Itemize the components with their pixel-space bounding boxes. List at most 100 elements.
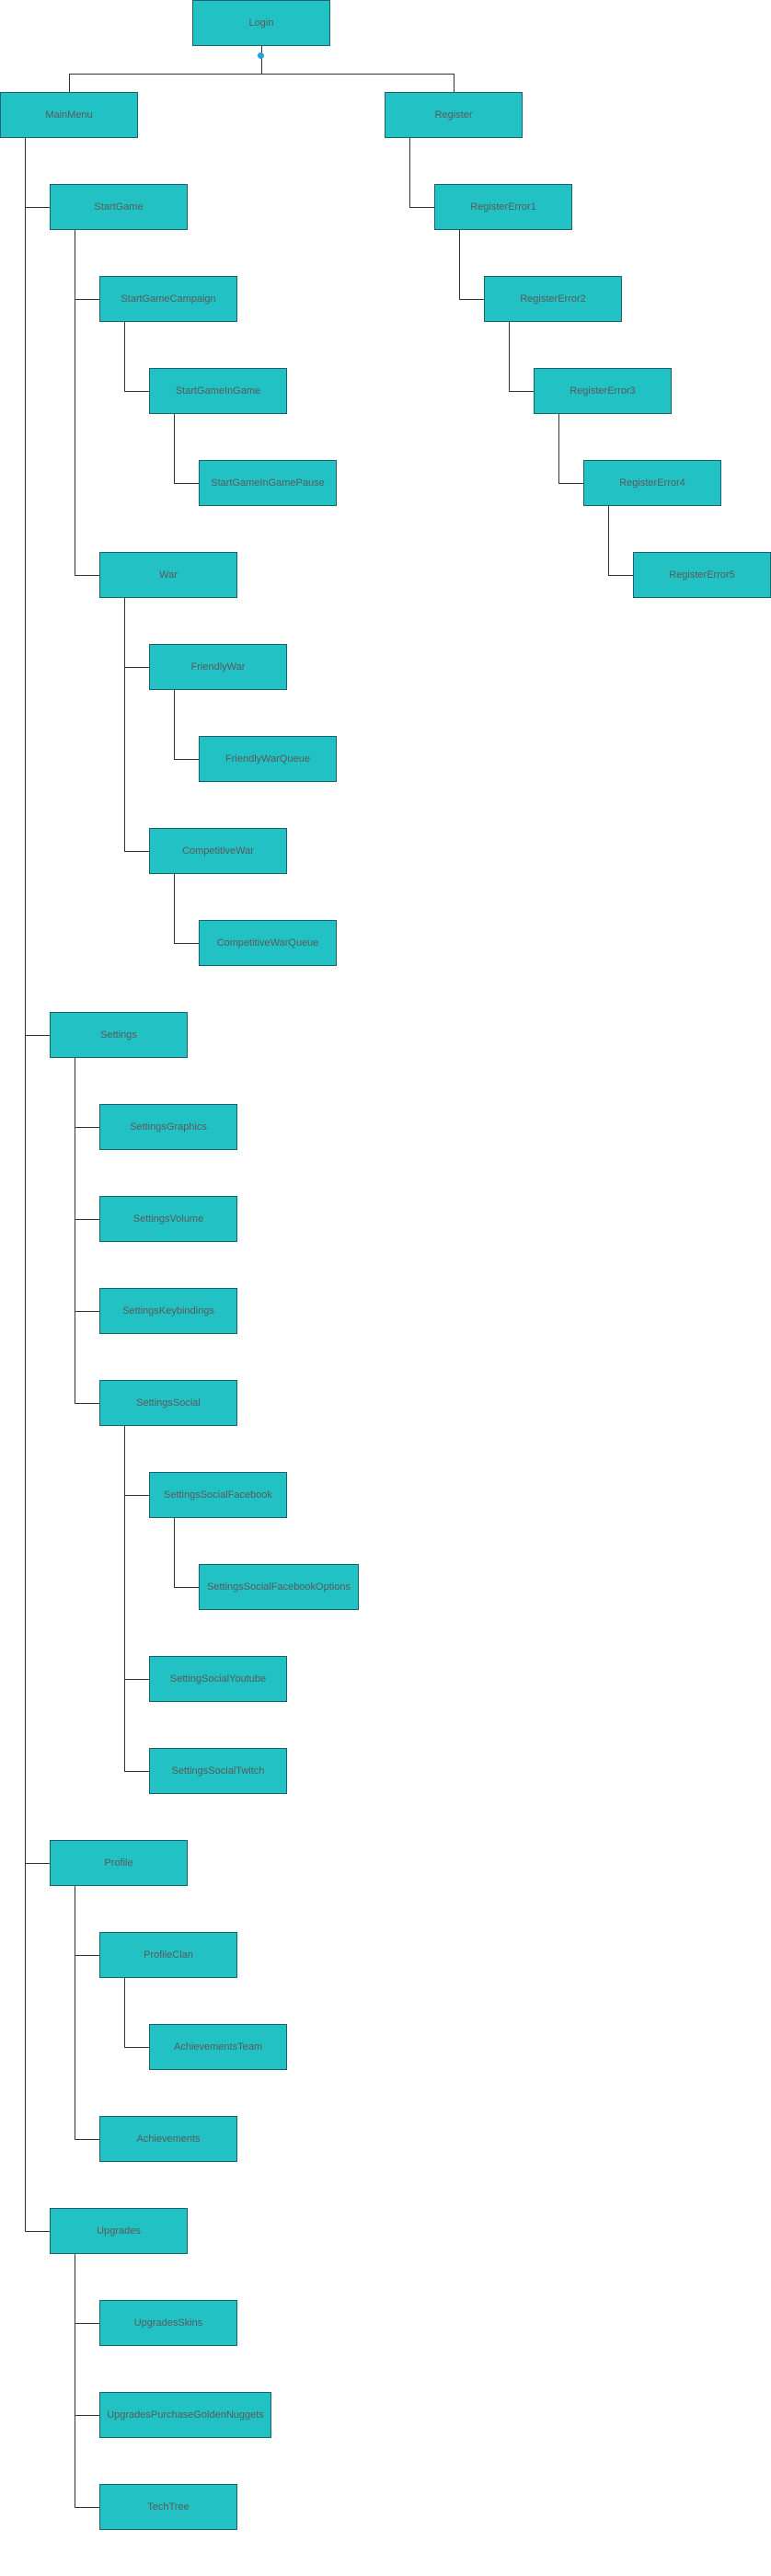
node-label: TechTree bbox=[147, 2501, 190, 2513]
node-startgame[interactable]: StartGame bbox=[50, 184, 188, 230]
connector-friendlywar-friendlywarqueue bbox=[174, 690, 199, 760]
node-friendlywarqueue[interactable]: FriendlyWarQueue bbox=[199, 736, 337, 782]
connector-mainmenu-profile bbox=[25, 138, 50, 1864]
node-label: RegisterError5 bbox=[669, 569, 735, 581]
node-label: Settings bbox=[100, 1029, 137, 1041]
connector-login-mainmenu bbox=[69, 46, 262, 92]
node-label: CompetitiveWarQueue bbox=[216, 937, 319, 949]
connector-registererror4-registererror5 bbox=[608, 506, 633, 576]
connector-registererror2-registererror3 bbox=[509, 322, 534, 392]
node-label: SettingsSocialTwitch bbox=[171, 1765, 265, 1777]
node-settingskeybindings[interactable]: SettingsKeybindings bbox=[99, 1288, 237, 1334]
node-settingssocial[interactable]: SettingsSocial bbox=[99, 1380, 237, 1426]
connector-startgame-startgamecampaign bbox=[75, 230, 99, 300]
node-competitivewar[interactable]: CompetitiveWar bbox=[149, 828, 287, 874]
connector-register-registererror1 bbox=[409, 138, 434, 208]
connector-settingssocialfacebook-settingssocialfacebookoptions bbox=[174, 1518, 199, 1588]
node-startgameingamepause[interactable]: StartGameInGamePause bbox=[199, 460, 337, 506]
node-registererror3[interactable]: RegisterError3 bbox=[534, 368, 672, 414]
connector-war-competitivewar bbox=[124, 598, 149, 852]
connector-registererror1-registererror2 bbox=[459, 230, 484, 300]
node-label: Achievements bbox=[136, 2133, 201, 2145]
node-startgameingame[interactable]: StartGameInGame bbox=[149, 368, 287, 414]
connector-settings-settingsvolume bbox=[75, 1058, 99, 1220]
node-profile[interactable]: Profile bbox=[50, 1840, 188, 1886]
node-techtree[interactable]: TechTree bbox=[99, 2484, 237, 2530]
node-settingssocialtwitch[interactable]: SettingsSocialTwitch bbox=[149, 1748, 287, 1794]
connector-war-friendlywar bbox=[124, 598, 149, 668]
node-label: Register bbox=[434, 109, 473, 121]
node-label: Upgrades bbox=[97, 2225, 141, 2237]
node-friendlywar[interactable]: FriendlyWar bbox=[149, 644, 287, 690]
node-label: SettingsGraphics bbox=[130, 1121, 207, 1133]
node-registererror1[interactable]: RegisterError1 bbox=[434, 184, 572, 230]
connector-mainmenu-settings bbox=[25, 138, 50, 1036]
node-settingssocialfacebookoptions[interactable]: SettingsSocialFacebookOptions bbox=[199, 1564, 359, 1610]
node-label: StartGameInGamePause bbox=[211, 477, 325, 489]
node-settingsgraphics[interactable]: SettingsGraphics bbox=[99, 1104, 237, 1150]
connector-profileclan-achievementsteam bbox=[124, 1978, 149, 2048]
node-label: AchievementsTeam bbox=[174, 2041, 262, 2053]
connector-profile-achievements bbox=[75, 1886, 99, 2140]
node-label: Login bbox=[248, 17, 274, 29]
connector-profile-profileclan bbox=[75, 1886, 99, 1956]
connector-settings-settingssocial bbox=[75, 1058, 99, 1404]
node-label: FriendlyWar bbox=[190, 661, 246, 673]
connector-competitivewar-competitivewarqueue bbox=[174, 874, 199, 944]
node-upgradespurchasegoldennuggets[interactable]: UpgradesPurchaseGoldenNuggets bbox=[99, 2392, 271, 2438]
node-upgradesskins[interactable]: UpgradesSkins bbox=[99, 2300, 237, 2346]
connector-startgame-war bbox=[75, 230, 99, 576]
connector-upgrades-upgradesskins bbox=[75, 2254, 99, 2324]
node-registererror2[interactable]: RegisterError2 bbox=[484, 276, 622, 322]
node-label: UpgradesSkins bbox=[133, 2317, 203, 2329]
node-mainmenu[interactable]: MainMenu bbox=[0, 92, 138, 138]
node-label: SettingsSocialFacebook bbox=[163, 1489, 272, 1501]
connector-settings-settingskeybindings bbox=[75, 1058, 99, 1312]
connector-startgamecampaign-startgameingame bbox=[124, 322, 149, 392]
node-settingsocialyoutube[interactable]: SettingSocialYoutube bbox=[149, 1656, 287, 1702]
connector-upgrades-techtree bbox=[75, 2254, 99, 2508]
node-label: FriendlyWarQueue bbox=[225, 753, 310, 765]
node-label: StartGame bbox=[94, 201, 144, 213]
node-label: StartGameInGame bbox=[175, 385, 261, 397]
node-login[interactable]: Login bbox=[192, 0, 330, 46]
node-label: SettingsSocial bbox=[136, 1397, 201, 1409]
node-war[interactable]: War bbox=[99, 552, 237, 598]
connector-mainmenu-upgrades bbox=[25, 138, 50, 2232]
node-achievements[interactable]: Achievements bbox=[99, 2116, 237, 2162]
node-settingssocialfacebook[interactable]: SettingsSocialFacebook bbox=[149, 1472, 287, 1518]
connector-startgameingame-startgameingamepause bbox=[174, 414, 199, 484]
node-settings[interactable]: Settings bbox=[50, 1012, 188, 1058]
connector-settingssocial-settingsocialyoutube bbox=[124, 1426, 149, 1680]
node-startgamecampaign[interactable]: StartGameCampaign bbox=[99, 276, 237, 322]
node-label: RegisterError4 bbox=[619, 477, 685, 489]
connection-handle[interactable] bbox=[258, 52, 264, 59]
node-label: SettingSocialYoutube bbox=[169, 1673, 267, 1685]
connector-login-register bbox=[261, 46, 455, 92]
node-label: StartGameCampaign bbox=[121, 293, 216, 305]
connector-settings-settingsgraphics bbox=[75, 1058, 99, 1128]
node-label: Profile bbox=[104, 1857, 133, 1869]
node-achievementsteam[interactable]: AchievementsTeam bbox=[149, 2024, 287, 2070]
connector-settingssocial-settingssocialfacebook bbox=[124, 1426, 149, 1496]
node-label: ProfileClan bbox=[144, 1949, 193, 1961]
node-label: RegisterError2 bbox=[520, 293, 586, 305]
node-label: War bbox=[159, 569, 178, 581]
node-competitivewarqueue[interactable]: CompetitiveWarQueue bbox=[199, 920, 337, 966]
node-label: RegisterError1 bbox=[470, 201, 536, 213]
connector-registererror3-registererror4 bbox=[558, 414, 583, 484]
node-registererror5[interactable]: RegisterError5 bbox=[633, 552, 771, 598]
node-upgrades[interactable]: Upgrades bbox=[50, 2208, 188, 2254]
node-label: MainMenu bbox=[45, 109, 93, 121]
node-register[interactable]: Register bbox=[385, 92, 523, 138]
node-label: RegisterError3 bbox=[570, 385, 636, 397]
node-label: CompetitiveWar bbox=[182, 845, 254, 857]
connector-settingssocial-settingssocialtwitch bbox=[124, 1426, 149, 1772]
node-label: SettingsVolume bbox=[132, 1213, 204, 1225]
connector-mainmenu-startgame bbox=[25, 138, 50, 208]
node-settingsvolume[interactable]: SettingsVolume bbox=[99, 1196, 237, 1242]
node-profileclan[interactable]: ProfileClan bbox=[99, 1932, 237, 1978]
node-registererror4[interactable]: RegisterError4 bbox=[583, 460, 721, 506]
node-label: SettingsSocialFacebookOptions bbox=[207, 1581, 351, 1593]
